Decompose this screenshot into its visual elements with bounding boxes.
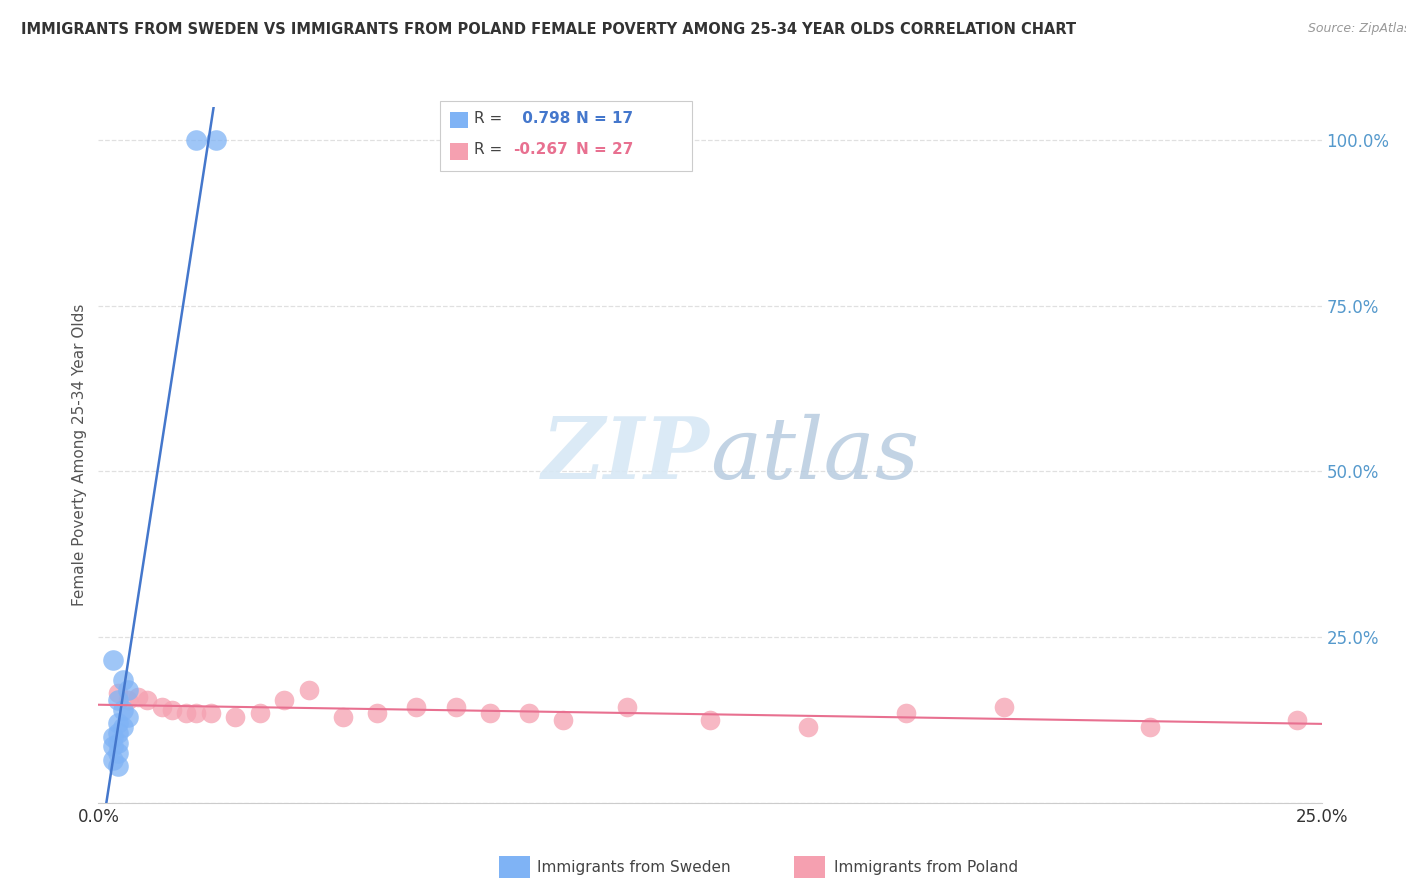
Point [366, 706, 388, 721]
Text: Immigrants from Sweden: Immigrants from Sweden [537, 860, 731, 874]
Text: -0.267: -0.267 [513, 143, 568, 157]
Point [200, 706, 222, 721]
Point [107, 686, 129, 700]
Point [332, 709, 354, 723]
Point [111, 720, 134, 734]
Text: 0.798: 0.798 [517, 112, 571, 126]
Point [517, 706, 540, 721]
Point [176, 706, 198, 721]
Point [150, 699, 173, 714]
Point [478, 706, 501, 721]
Point [273, 693, 295, 707]
Point [249, 706, 271, 721]
Point [107, 746, 129, 760]
Point [111, 673, 134, 688]
Point [101, 730, 124, 744]
Point [444, 699, 467, 714]
Point [224, 709, 246, 723]
Point [298, 683, 321, 698]
Point [117, 683, 139, 698]
Text: N = 27: N = 27 [576, 143, 634, 157]
Point [117, 709, 139, 723]
Point [111, 703, 134, 717]
Point [405, 699, 427, 714]
Point [107, 736, 129, 750]
Point [553, 713, 575, 727]
Point [616, 699, 638, 714]
Text: Immigrants from Poland: Immigrants from Poland [834, 860, 1018, 874]
Text: IMMIGRANTS FROM SWEDEN VS IMMIGRANTS FROM POLAND FEMALE POVERTY AMONG 25-34 YEAR: IMMIGRANTS FROM SWEDEN VS IMMIGRANTS FRO… [21, 22, 1076, 37]
Point [699, 713, 721, 727]
Point [107, 716, 129, 731]
Point [101, 753, 124, 767]
Point [136, 693, 159, 707]
Point [107, 726, 129, 740]
Text: Source: ZipAtlas.com: Source: ZipAtlas.com [1308, 22, 1406, 36]
Point [107, 759, 129, 773]
Text: ZIP: ZIP [543, 413, 710, 497]
Point [186, 133, 208, 147]
Point [101, 653, 124, 667]
Y-axis label: Female Poverty Among 25-34 Year Olds: Female Poverty Among 25-34 Year Olds [72, 304, 87, 606]
Text: R =: R = [474, 143, 502, 157]
Point [117, 693, 139, 707]
Point [107, 693, 129, 707]
Point [993, 699, 1015, 714]
Point [797, 720, 820, 734]
Point [101, 739, 124, 754]
Text: N = 17: N = 17 [576, 112, 634, 126]
Point [1286, 713, 1309, 727]
Point [127, 690, 149, 704]
Point [894, 706, 917, 721]
Point [1139, 720, 1161, 734]
Point [205, 133, 228, 147]
Point [160, 703, 183, 717]
Point [186, 706, 208, 721]
Text: atlas: atlas [710, 414, 920, 496]
Text: R =: R = [474, 112, 502, 126]
